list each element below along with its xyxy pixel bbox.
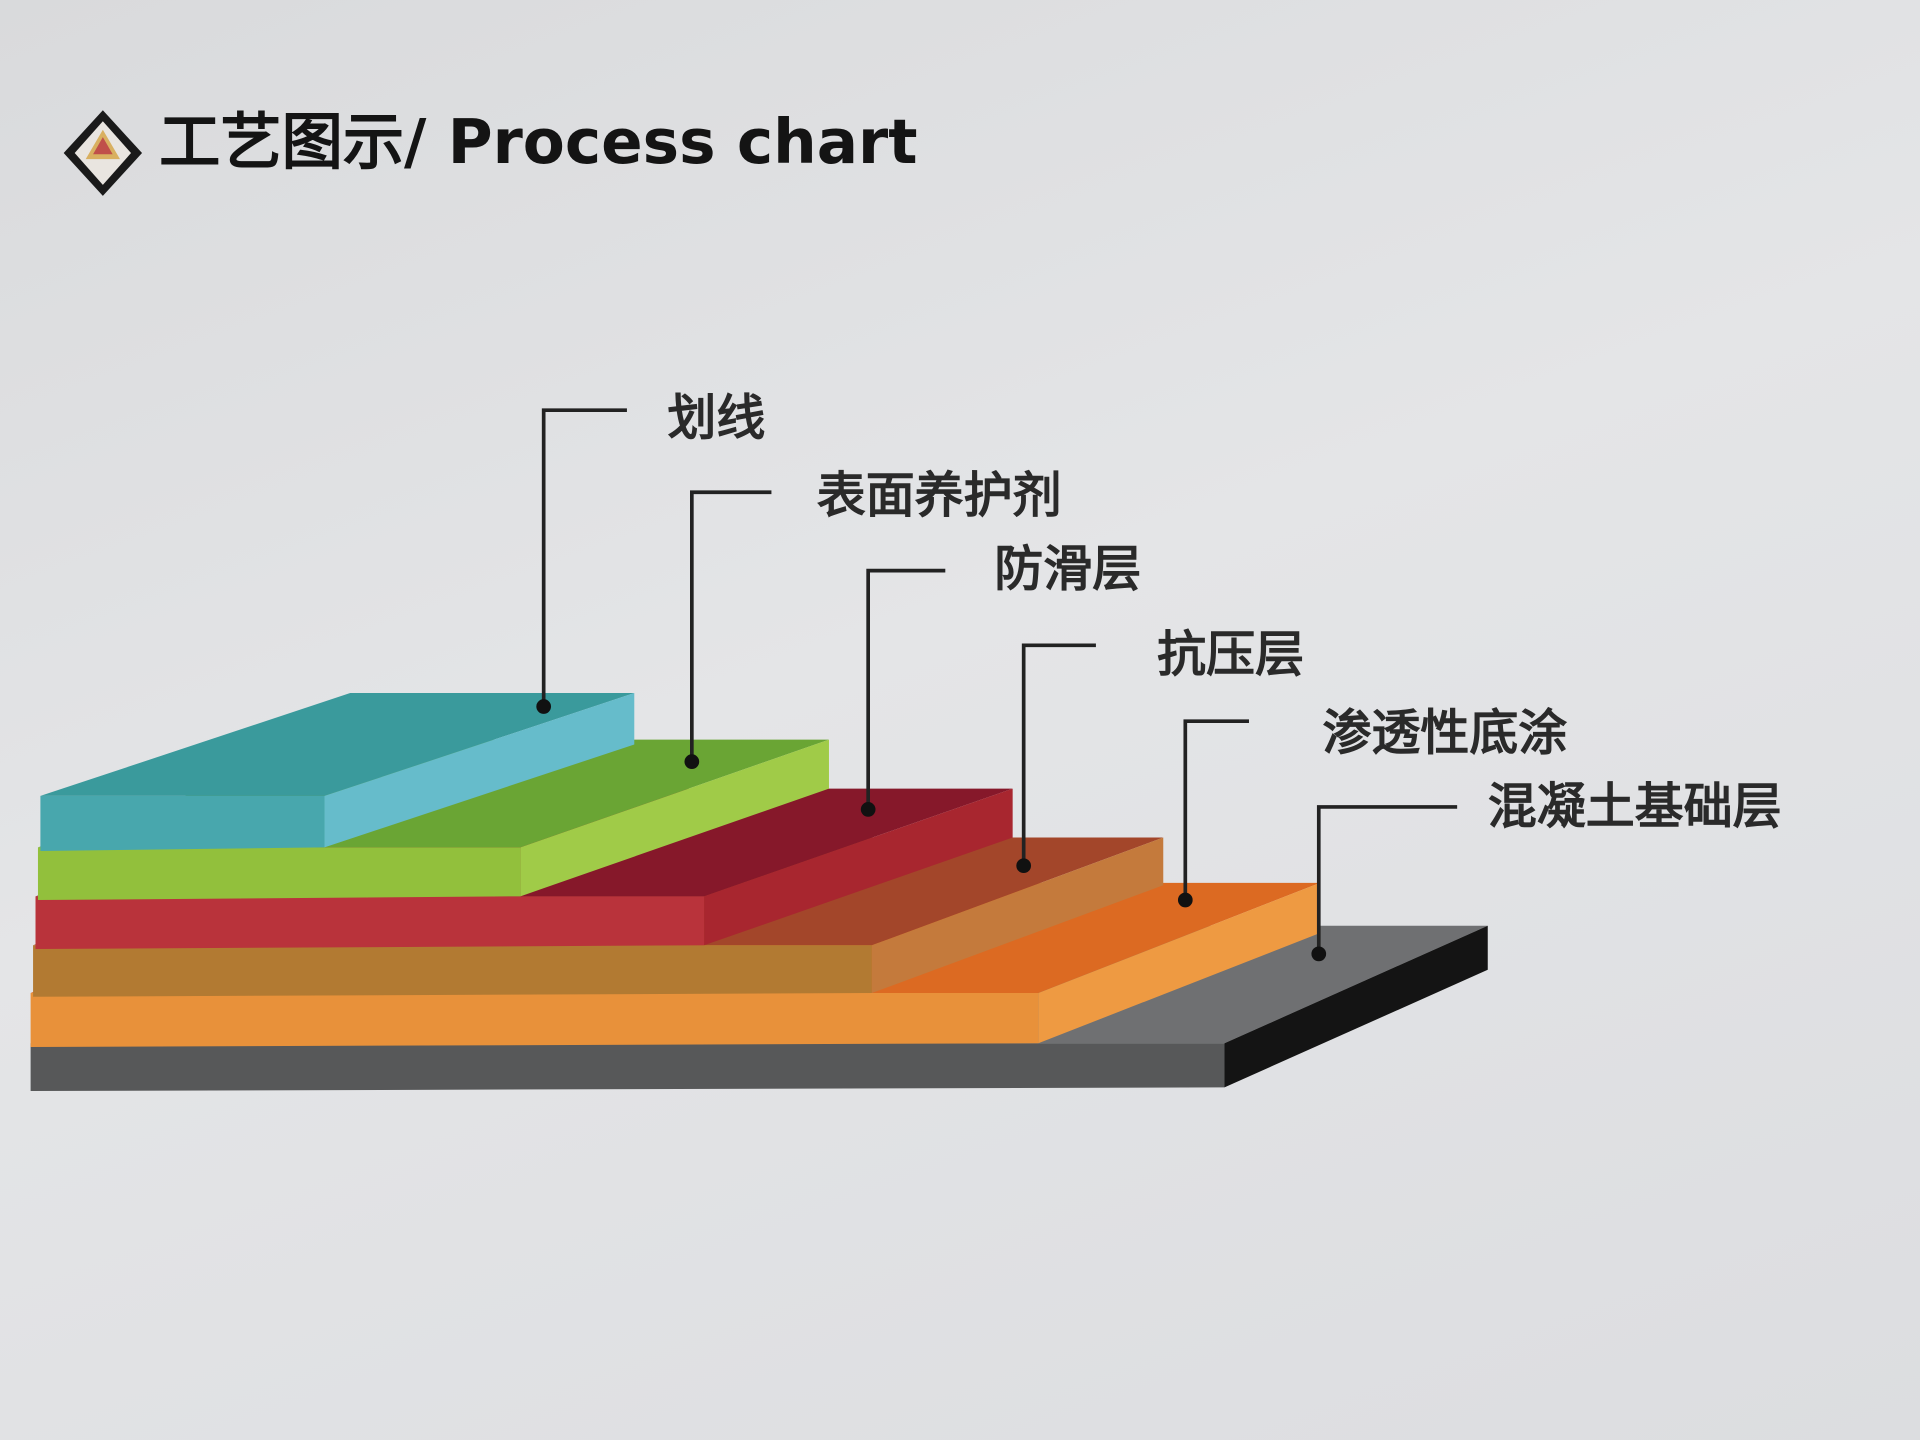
diamond-logo-icon <box>63 110 143 196</box>
layer-top-face <box>40 693 635 796</box>
layer-side-face <box>324 693 635 848</box>
callout: 抗压层 <box>1016 626 1304 874</box>
layer-front-face <box>30 993 1039 1047</box>
callout: 混凝土基础层 <box>1311 778 1782 962</box>
layer-label: 防滑层 <box>994 540 1141 597</box>
layer-front-face <box>33 945 872 997</box>
leader-line <box>1316 805 1458 954</box>
callout: 防滑层 <box>860 540 1141 817</box>
layer-side-face <box>704 788 1013 946</box>
leader-line <box>541 408 627 707</box>
layer-front-face <box>35 896 705 949</box>
layer-front-face <box>37 847 521 900</box>
leader-line <box>866 568 946 810</box>
leader-dot <box>1311 946 1327 962</box>
layer-6 <box>40 693 635 852</box>
leader-line <box>1183 719 1249 900</box>
layer-side-face <box>520 739 829 897</box>
layer-front-face <box>30 1043 1225 1092</box>
leader-dot <box>1177 892 1193 908</box>
layer-label: 渗透性底涂 <box>1322 704 1567 761</box>
leader-dot <box>536 699 552 714</box>
layer-stack <box>30 693 1488 1092</box>
callout: 表面养护剂 <box>684 467 1062 769</box>
layer-side-face <box>1224 925 1488 1088</box>
leader-line <box>1021 643 1096 866</box>
layer-side-face <box>1038 882 1320 1044</box>
leader-dot <box>860 802 876 817</box>
layer-label: 抗压层 <box>1157 626 1304 683</box>
layer-label: 划线 <box>667 390 765 447</box>
leader-dot <box>684 754 700 769</box>
leader-dot <box>1016 858 1032 874</box>
layer-front-face <box>40 795 325 852</box>
layer-side-face <box>871 837 1164 994</box>
callout: 划线 <box>536 390 765 714</box>
page-title: 工艺图示/ Process chart <box>159 107 917 178</box>
layer-label: 混凝土基础层 <box>1488 778 1782 835</box>
layer-label: 表面养护剂 <box>817 467 1062 524</box>
callout: 渗透性底涂 <box>1177 704 1567 908</box>
leader-line <box>690 490 772 762</box>
